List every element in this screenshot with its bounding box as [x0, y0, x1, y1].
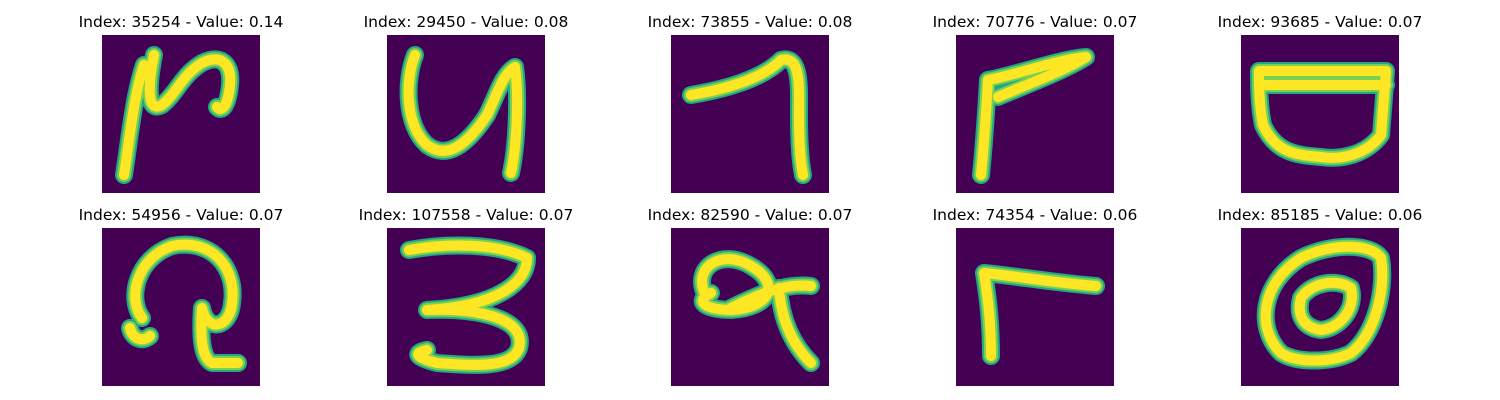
glyph-stroke-core	[697, 254, 816, 368]
digit-image	[387, 35, 545, 193]
glyph-stroke-core	[1254, 66, 1391, 163]
panel-title: Index: 93685 - Value: 0.07	[1217, 13, 1423, 31]
panel-title: Index: 74354 - Value: 0.06	[932, 206, 1138, 224]
panel-title: Index: 73855 - Value: 0.08	[647, 13, 853, 31]
panel-title: Index: 70776 - Value: 0.07	[932, 13, 1138, 31]
glyph-stroke-core	[125, 239, 243, 368]
panel-title: Index: 54956 - Value: 0.07	[78, 206, 284, 224]
glyph-stroke-core	[403, 50, 523, 178]
panel-title: Index: 85185 - Value: 0.06	[1217, 206, 1423, 224]
panel-title: Index: 35254 - Value: 0.14	[78, 13, 284, 31]
glyph-stroke-core	[1260, 241, 1388, 366]
digit-image	[102, 35, 260, 193]
glyph-stroke-core	[404, 240, 532, 370]
panel-title: Index: 82590 - Value: 0.07	[647, 206, 853, 224]
digit-image	[671, 35, 829, 193]
digit-image	[956, 228, 1114, 386]
glyph-stroke-core	[976, 52, 1091, 180]
glyph-stroke-core	[119, 50, 236, 180]
digit-image	[102, 228, 260, 386]
digit-image	[1241, 35, 1399, 193]
glyph-stroke-core	[979, 268, 1101, 361]
digit-image	[1241, 228, 1399, 386]
panel-title: Index: 107558 - Value: 0.07	[358, 206, 574, 224]
digit-image	[956, 35, 1114, 193]
glyph-stroke-core	[686, 54, 808, 180]
digit-image	[671, 228, 829, 386]
panel-title: Index: 29450 - Value: 0.08	[363, 13, 569, 31]
digit-image	[387, 228, 545, 386]
